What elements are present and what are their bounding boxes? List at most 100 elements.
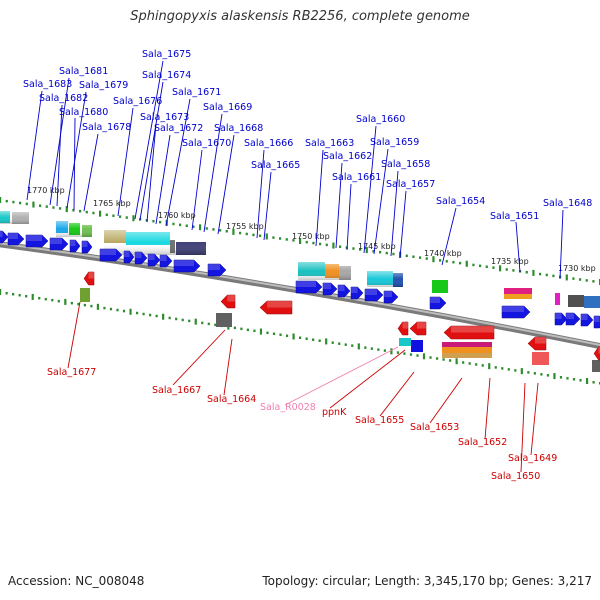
- tick-mark: [507, 368, 510, 371]
- tick-mark: [152, 219, 155, 223]
- tick-mark: [112, 214, 115, 217]
- tick-mark: [452, 260, 455, 264]
- tick-mark: [520, 368, 523, 375]
- leader-line: [217, 134, 235, 235]
- gene-label: Sala_1662: [323, 151, 372, 162]
- tick-mark: [64, 298, 67, 305]
- tick-mark: [449, 359, 452, 362]
- gene-label: Sala_1674: [142, 70, 191, 81]
- leader-line: [520, 382, 526, 473]
- tick-mark: [142, 312, 145, 316]
- tick-mark: [122, 309, 126, 313]
- tick-mark: [129, 308, 132, 315]
- tick-mark: [72, 209, 75, 212]
- tick-mark: [259, 234, 262, 238]
- tick-mark: [552, 274, 555, 278]
- tick-mark: [0, 289, 2, 295]
- tick-mark: [51, 298, 54, 302]
- tick-mark: [472, 263, 475, 267]
- leader-line: [134, 60, 164, 220]
- arrow-shine: [502, 306, 524, 312]
- forward-arrow: [554, 312, 568, 326]
- gene-label: ppnK: [322, 407, 347, 418]
- tick-mark: [352, 247, 355, 250]
- tick-mark: [325, 338, 328, 345]
- forward-arrow: [337, 284, 351, 298]
- leader-line: [379, 371, 415, 417]
- tick-mark: [299, 336, 302, 339]
- tick-mark: [422, 353, 426, 360]
- tick-mark: [462, 361, 465, 364]
- tick-mark: [135, 311, 139, 315]
- reverse-feature-blocks: [80, 288, 600, 372]
- gene-label: Sala_1676: [113, 96, 162, 107]
- tick-mark: [442, 358, 445, 361]
- forward-arrow: [99, 248, 123, 262]
- reverse-arrow: [593, 346, 600, 361]
- gene-label: Sala_1683: [23, 79, 72, 90]
- leader-line: [329, 349, 406, 409]
- arrow-shine: [451, 326, 494, 333]
- tick-mark: [5, 199, 8, 203]
- scale-label: 1755 kbp: [226, 222, 264, 231]
- tick-mark: [525, 270, 528, 274]
- tick-mark: [38, 296, 41, 300]
- tick-mark: [372, 250, 375, 253]
- gene-label: Sala_1654: [436, 196, 485, 207]
- tick-mark: [266, 331, 269, 335]
- gene-label: Sala_R0028: [260, 402, 316, 413]
- tick-mark: [149, 313, 152, 317]
- tick-mark: [59, 207, 62, 210]
- tick-mark: [279, 237, 282, 240]
- tick-mark: [465, 260, 468, 267]
- scale-label: 1745 kbp: [358, 242, 396, 251]
- tick-mark: [435, 357, 439, 360]
- tick-mark: [419, 256, 422, 259]
- leader-line: [49, 77, 70, 206]
- tick-mark: [19, 201, 22, 205]
- tick-mark: [325, 243, 328, 247]
- tick-mark: [214, 323, 217, 327]
- arrow-shine: [160, 255, 167, 261]
- reverse-arrow: [443, 325, 495, 340]
- reverse-arrow: [220, 294, 236, 309]
- gene-label: Sala_1667: [152, 385, 201, 396]
- tick-mark: [119, 215, 122, 218]
- tick-mark: [545, 273, 548, 277]
- leader-line: [373, 148, 389, 255]
- tick-mark: [116, 308, 119, 312]
- tick-mark: [499, 265, 502, 272]
- gene-label: Sala_1659: [370, 137, 419, 148]
- tick-mark: [455, 358, 458, 365]
- forward-feature-shading: [0, 211, 403, 287]
- tick-mark: [459, 261, 462, 265]
- gene-label: Sala_1664: [207, 394, 256, 405]
- scale-label: 1750 kbp: [292, 232, 330, 241]
- tick-mark: [533, 372, 536, 375]
- gene-label: Sala_1671: [172, 87, 221, 98]
- arrow-shine: [598, 347, 600, 354]
- tick-mark: [299, 238, 302, 244]
- tick-mark: [44, 297, 47, 301]
- tick-mark: [25, 294, 28, 298]
- tick-mark: [179, 223, 182, 227]
- reverse-arrow: [259, 300, 293, 315]
- tick-mark: [12, 200, 15, 204]
- leader-line: [26, 90, 43, 201]
- tick-mark: [25, 202, 28, 206]
- tick-mark: [5, 291, 8, 295]
- gene-label: Sala_1650: [491, 471, 540, 482]
- tick-mark: [132, 215, 135, 222]
- reverse-arrow: [397, 321, 409, 336]
- tick-mark: [305, 337, 308, 340]
- leader-line: [66, 91, 87, 209]
- tick-mark: [292, 333, 295, 340]
- leader-line: [363, 125, 377, 254]
- gene-label: Sala_1649: [508, 453, 557, 464]
- gene-label: Sala_1669: [203, 102, 252, 113]
- forward-arrow: [0, 230, 9, 244]
- gene-label: Sala_1660: [356, 114, 405, 125]
- scale-label: 1765 kbp: [93, 199, 131, 208]
- arrow-shine: [365, 289, 377, 295]
- tick-mark: [285, 334, 289, 338]
